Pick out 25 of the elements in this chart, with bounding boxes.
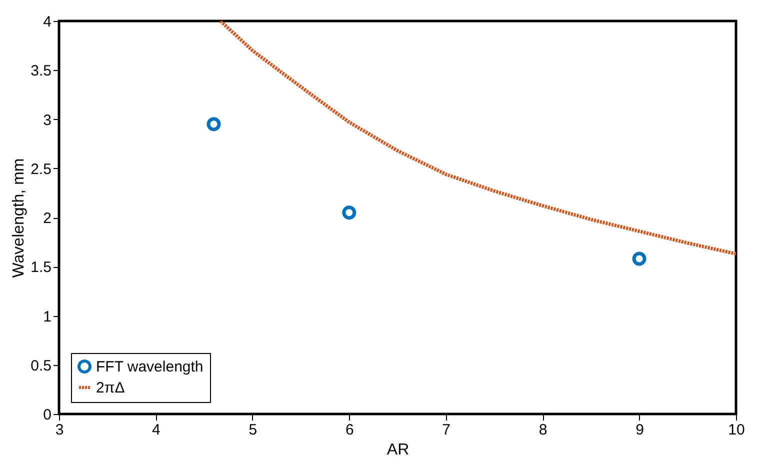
x-tick-label: 7 <box>442 422 451 438</box>
point <box>206 117 221 132</box>
line-series <box>218 21 736 256</box>
x-tick-label: 3 <box>55 422 64 438</box>
y-tick-label: 3 <box>43 112 52 129</box>
y-tick-label: 0 <box>43 406 52 424</box>
x-tick-label: 4 <box>152 422 160 438</box>
x-axis-title: AR <box>386 442 410 458</box>
x-tick-label: 6 <box>345 422 354 438</box>
x-tick-label: 8 <box>538 422 548 438</box>
legend-label: FFT wavelength <box>96 358 204 376</box>
y-tick-label: 3.5 <box>30 62 52 80</box>
x-tick-label: 5 <box>248 422 258 438</box>
y-axis-title: Wavelength, mm <box>10 158 28 278</box>
y-tick-label: 1 <box>43 308 52 326</box>
x-tick-label: 9 <box>636 422 644 438</box>
y-tick-label: 2 <box>43 210 52 227</box>
y-tick-label: 2.5 <box>30 160 52 178</box>
y-tick-label: 4 <box>43 14 52 30</box>
point <box>342 206 356 220</box>
x-tick-label: 10 <box>728 422 745 438</box>
point <box>632 252 646 266</box>
y-tick-label: 0.5 <box>30 357 52 374</box>
legend-label: 2πΔ <box>96 380 125 396</box>
y-tick-label: 1.5 <box>30 259 52 276</box>
